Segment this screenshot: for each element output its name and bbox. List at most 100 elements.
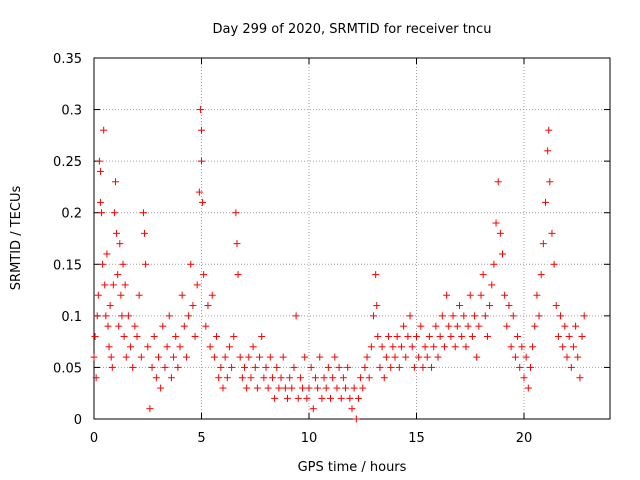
data-point <box>348 405 356 413</box>
data-point <box>165 312 173 320</box>
data-point <box>215 374 223 382</box>
data-point <box>271 394 279 402</box>
data-point <box>550 260 558 268</box>
data-point <box>144 343 152 351</box>
x-tick-label: 20 <box>516 431 533 446</box>
data-point <box>155 353 162 361</box>
data-point <box>436 332 444 340</box>
data-point <box>161 363 169 371</box>
data-point <box>445 322 453 330</box>
data-point <box>204 302 212 310</box>
data-point <box>542 198 549 206</box>
data-point <box>376 363 384 371</box>
data-point <box>102 312 110 320</box>
data-points <box>90 106 588 423</box>
data-point <box>217 363 225 371</box>
data-point <box>243 384 251 392</box>
data-point <box>258 332 266 340</box>
data-point <box>391 353 399 361</box>
data-point <box>314 384 322 392</box>
grid <box>94 58 610 419</box>
data-point <box>114 271 122 279</box>
data-point <box>430 343 438 351</box>
data-point <box>531 322 539 330</box>
data-point <box>262 363 270 371</box>
data-point <box>451 343 459 351</box>
data-point <box>234 271 242 279</box>
data-point <box>148 363 156 371</box>
data-point <box>150 332 158 340</box>
data-point <box>565 332 573 340</box>
data-point <box>503 322 511 330</box>
data-point <box>533 291 541 299</box>
data-point <box>124 312 132 320</box>
data-point <box>400 322 408 330</box>
data-point <box>163 343 171 351</box>
data-point <box>178 291 186 299</box>
data-point <box>505 302 513 310</box>
data-point <box>331 353 339 361</box>
data-point <box>402 353 410 361</box>
data-point <box>99 260 107 268</box>
data-point <box>137 353 145 361</box>
data-point <box>352 415 360 423</box>
data-point <box>438 312 446 320</box>
data-point <box>299 384 307 392</box>
data-point <box>337 394 345 402</box>
data-point <box>152 374 160 382</box>
data-point <box>357 374 365 382</box>
data-point <box>174 363 182 371</box>
data-point <box>425 332 433 340</box>
data-point <box>372 271 380 279</box>
data-point <box>225 343 233 351</box>
data-point <box>365 374 373 382</box>
data-point <box>96 198 104 206</box>
data-point <box>284 394 291 402</box>
data-point <box>187 260 195 268</box>
data-point <box>361 363 369 371</box>
data-point <box>109 281 117 289</box>
data-point <box>554 332 562 340</box>
data-point <box>238 374 246 382</box>
data-point <box>91 332 99 340</box>
data-point <box>406 312 414 320</box>
data-point <box>115 322 123 330</box>
data-point <box>552 302 560 310</box>
data-point <box>316 353 324 361</box>
data-point <box>241 363 248 371</box>
y-tick-label: 0.15 <box>53 258 82 273</box>
data-point <box>460 312 468 320</box>
data-point <box>488 281 496 289</box>
data-point <box>221 353 229 361</box>
data-point <box>104 322 112 330</box>
data-point <box>245 353 253 361</box>
data-point <box>522 353 530 361</box>
data-point <box>142 260 150 268</box>
data-point <box>473 353 481 361</box>
data-point <box>110 209 118 217</box>
data-point <box>548 229 556 237</box>
data-point <box>397 343 405 351</box>
y-tick-label: 0.05 <box>53 361 82 376</box>
data-point <box>545 126 553 134</box>
data-point <box>307 363 315 371</box>
data-point <box>198 157 205 165</box>
data-point <box>157 384 165 392</box>
data-point <box>103 250 111 258</box>
data-point <box>93 312 101 320</box>
data-point <box>279 353 287 361</box>
data-point <box>367 343 375 351</box>
data-point <box>324 363 332 371</box>
data-point <box>228 363 236 371</box>
data-point <box>185 312 193 320</box>
data-point <box>499 250 506 258</box>
data-point <box>311 374 319 382</box>
data-point <box>129 363 137 371</box>
data-point <box>432 322 440 330</box>
data-point <box>120 332 128 340</box>
data-point <box>576 374 584 382</box>
data-point <box>193 281 201 289</box>
data-point <box>501 291 509 299</box>
data-point <box>520 374 528 382</box>
